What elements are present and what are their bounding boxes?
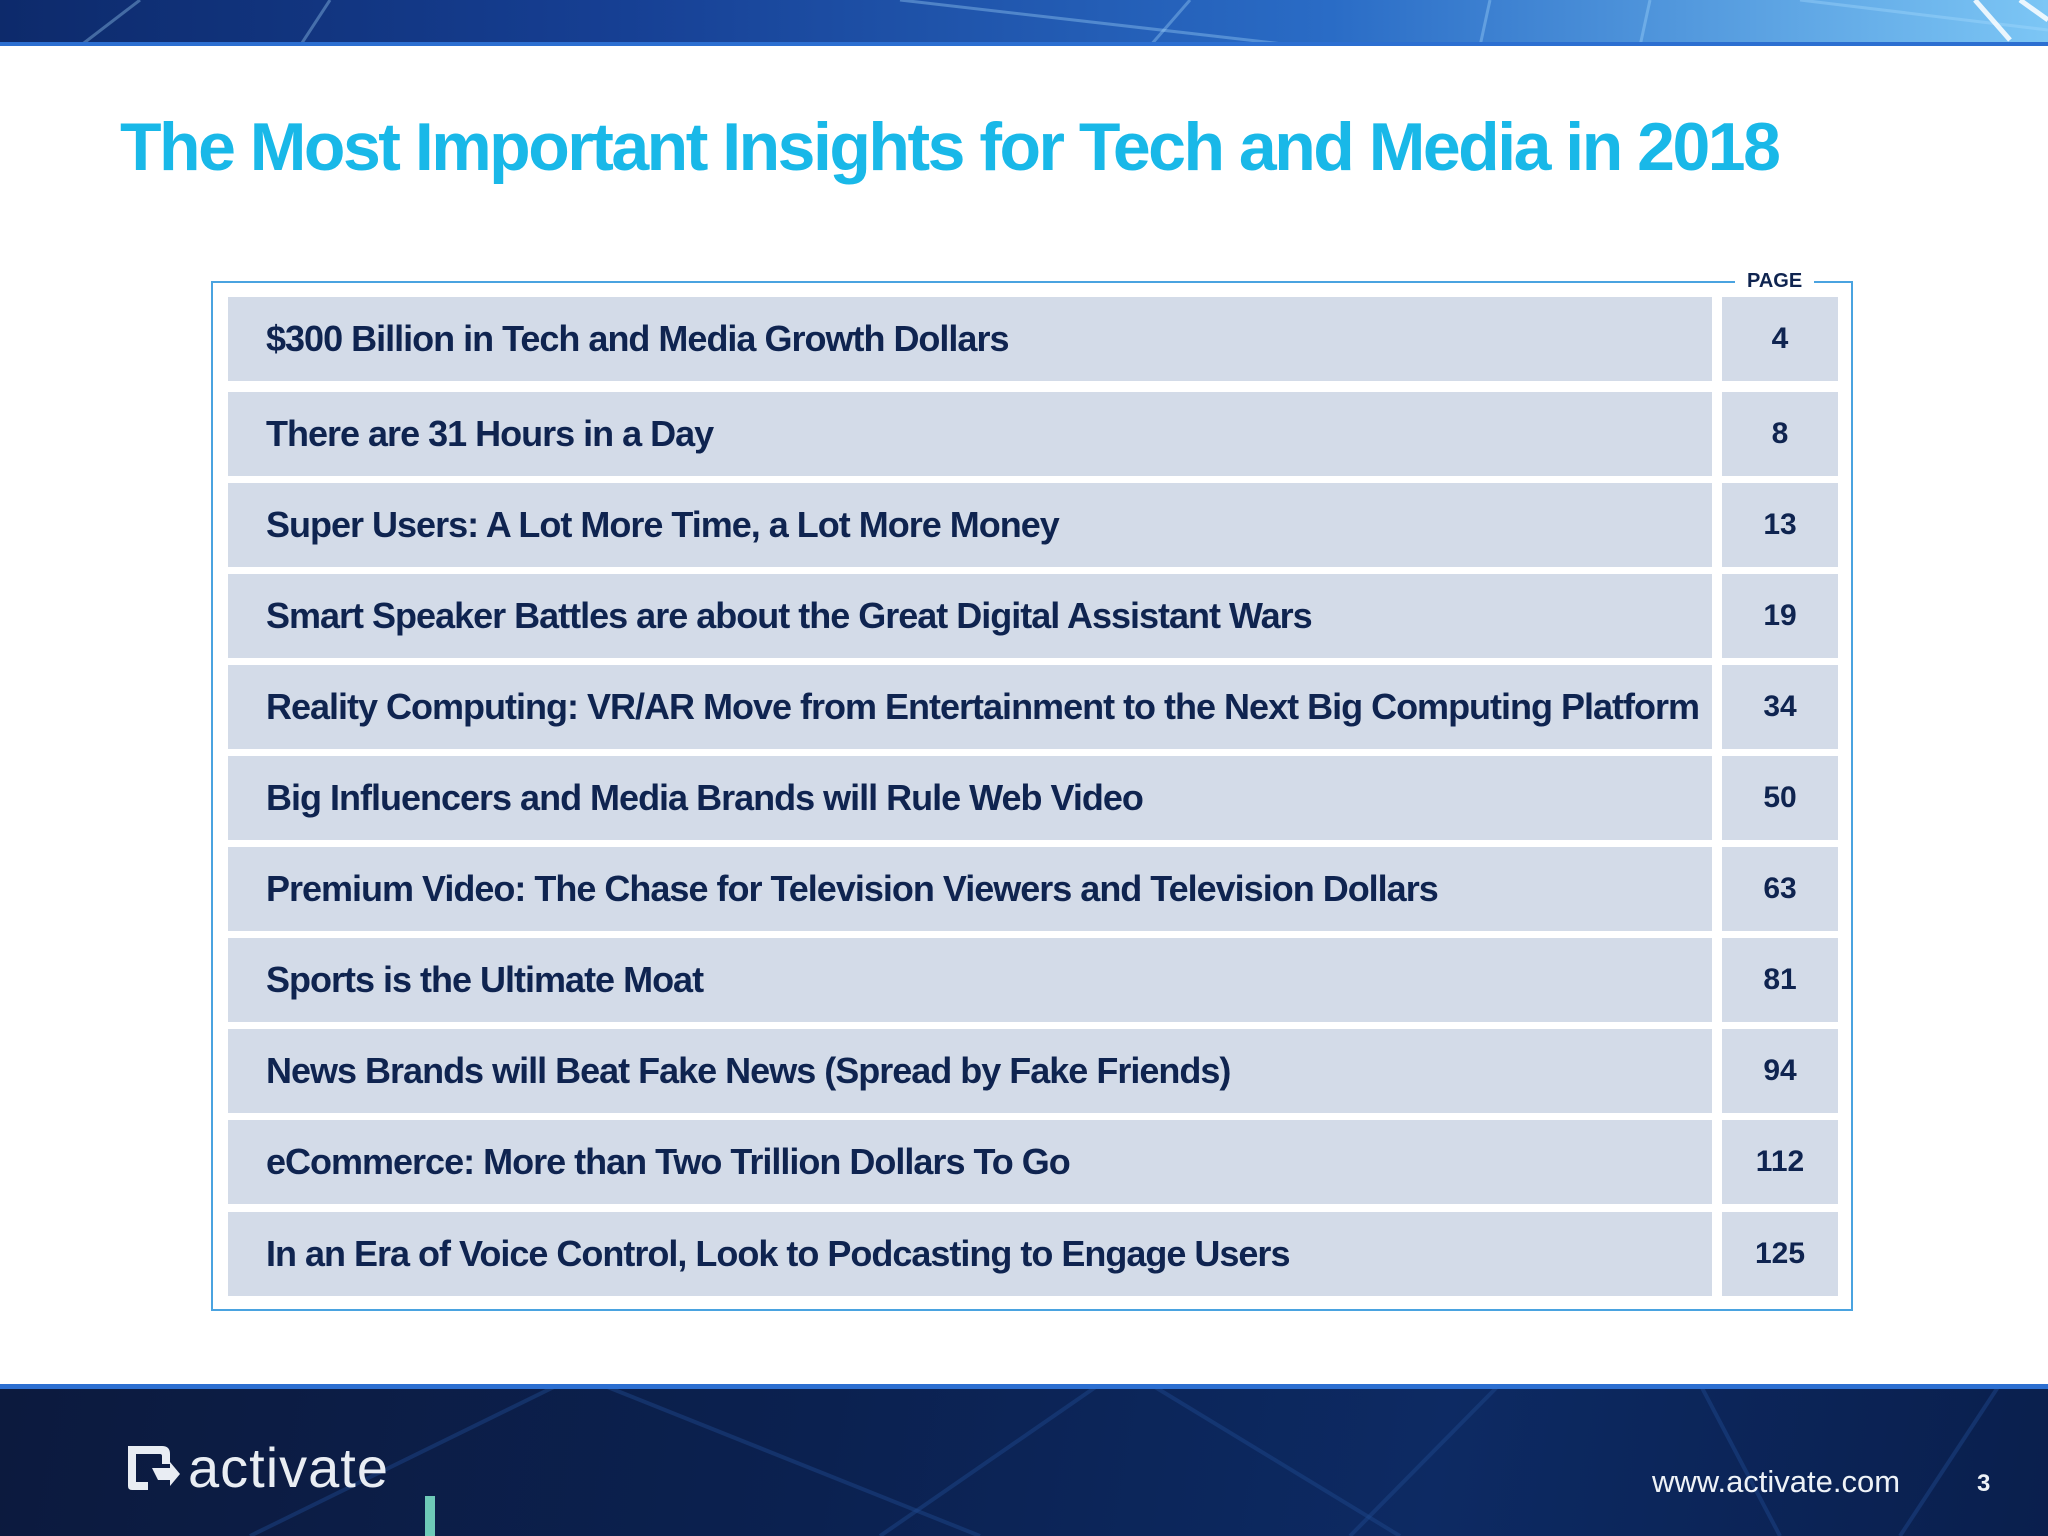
toc-title-cell: Premium Video: The Chase for Television … bbox=[228, 847, 1712, 931]
toc-title-cell: eCommerce: More than Two Trillion Dollar… bbox=[228, 1120, 1712, 1204]
toc-item-title: Reality Computing: VR/AR Move from Enter… bbox=[266, 686, 1700, 727]
toc-item-title: In an Era of Voice Control, Look to Podc… bbox=[266, 1233, 1290, 1274]
toc-page-cell: 13 bbox=[1722, 483, 1838, 567]
toc-row[interactable]: Big Influencers and Media Brands will Ru… bbox=[228, 756, 1838, 840]
toc-row[interactable]: News Brands will Beat Fake News (Spread … bbox=[228, 1029, 1838, 1113]
toc-title-cell: There are 31 Hours in a Day bbox=[228, 392, 1712, 476]
page-column-header: PAGE bbox=[1735, 268, 1815, 294]
toc-item-page: 63 bbox=[1763, 872, 1797, 905]
toc-item-title: eCommerce: More than Two Trillion Dollar… bbox=[266, 1141, 1071, 1182]
slide-number: 3 bbox=[1977, 1470, 1991, 1497]
toc-title-cell: Super Users: A Lot More Time, a Lot More… bbox=[228, 483, 1712, 567]
toc-item-page: 8 bbox=[1771, 417, 1789, 450]
logo-accent-bar bbox=[425, 1496, 435, 1536]
activate-logo-mark-icon bbox=[128, 1446, 180, 1490]
toc-page-cell: 4 bbox=[1722, 297, 1838, 381]
toc-item-title: $300 Billion in Tech and Media Growth Do… bbox=[266, 318, 1009, 359]
toc-item-page: 4 bbox=[1771, 322, 1789, 355]
toc-row[interactable]: Smart Speaker Battles are about the Grea… bbox=[228, 574, 1838, 658]
toc-page-cell: 19 bbox=[1722, 574, 1838, 658]
toc-page-cell: 94 bbox=[1722, 1029, 1838, 1113]
footer-pattern bbox=[249, 1384, 2002, 1536]
toc-item-page: 50 bbox=[1763, 781, 1797, 814]
toc-item-title: There are 31 Hours in a Day bbox=[266, 413, 714, 454]
page-title: The Most Important Insights for Tech and… bbox=[120, 109, 1781, 185]
toc-row[interactable]: eCommerce: More than Two Trillion Dollar… bbox=[228, 1120, 1838, 1204]
toc-row[interactable]: In an Era of Voice Control, Look to Podc… bbox=[228, 1212, 1838, 1296]
toc-title-cell: $300 Billion in Tech and Media Growth Do… bbox=[228, 297, 1712, 381]
toc-title-cell: Smart Speaker Battles are about the Grea… bbox=[228, 574, 1712, 658]
toc-item-title: News Brands will Beat Fake News (Spread … bbox=[266, 1050, 1231, 1091]
toc-page-cell: 63 bbox=[1722, 847, 1838, 931]
toc-item-title: Premium Video: The Chase for Television … bbox=[266, 868, 1439, 909]
toc-title-cell: News Brands will Beat Fake News (Spread … bbox=[228, 1029, 1712, 1113]
toc-row[interactable]: Premium Video: The Chase for Television … bbox=[228, 847, 1838, 931]
toc-title-cell: Big Influencers and Media Brands will Ru… bbox=[228, 756, 1712, 840]
toc-row[interactable]: Reality Computing: VR/AR Move from Enter… bbox=[228, 665, 1838, 749]
toc-frame bbox=[211, 281, 1853, 1311]
toc-item-page: 125 bbox=[1754, 1237, 1806, 1270]
toc-title-cell: Reality Computing: VR/AR Move from Enter… bbox=[228, 665, 1712, 749]
top-banner bbox=[0, 0, 2048, 46]
toc-item-title: Smart Speaker Battles are about the Grea… bbox=[266, 595, 1313, 636]
toc-page-cell: 8 bbox=[1722, 392, 1838, 476]
toc-item-title: Sports is the Ultimate Moat bbox=[266, 959, 704, 1000]
toc-item-page: 81 bbox=[1763, 963, 1797, 996]
toc-page-cell: 34 bbox=[1722, 665, 1838, 749]
footer: activate www.activate.com 3 bbox=[0, 1384, 2048, 1536]
toc-title-cell: Sports is the Ultimate Moat bbox=[228, 938, 1712, 1022]
logo-wordmark: activate bbox=[188, 1436, 389, 1499]
toc-item-page: 34 bbox=[1763, 690, 1797, 723]
toc-page-cell: 50 bbox=[1722, 756, 1838, 840]
banner-pattern bbox=[79, 0, 2048, 46]
toc-item-page: 94 bbox=[1763, 1054, 1797, 1087]
toc-row[interactable]: Super Users: A Lot More Time, a Lot More… bbox=[228, 483, 1838, 567]
toc-page-cell: 81 bbox=[1722, 938, 1838, 1022]
footer-url[interactable]: www.activate.com bbox=[1652, 1464, 1901, 1499]
toc-item-page: 19 bbox=[1763, 599, 1797, 632]
toc-page-cell: 112 bbox=[1722, 1120, 1838, 1204]
activate-logo[interactable]: activate bbox=[122, 1440, 389, 1496]
toc-title-cell: In an Era of Voice Control, Look to Podc… bbox=[228, 1212, 1712, 1296]
toc-row[interactable]: $300 Billion in Tech and Media Growth Do… bbox=[228, 297, 1838, 381]
toc-row[interactable]: There are 31 Hours in a Day 8 bbox=[228, 392, 1838, 476]
toc-item-title: Super Users: A Lot More Time, a Lot More… bbox=[266, 504, 1060, 545]
toc-item-title: Big Influencers and Media Brands will Ru… bbox=[266, 777, 1144, 818]
toc-row[interactable]: Sports is the Ultimate Moat 81 bbox=[228, 938, 1838, 1022]
toc-page-cell: 125 bbox=[1722, 1212, 1838, 1296]
toc-item-page: 13 bbox=[1763, 508, 1797, 541]
toc-item-page: 112 bbox=[1755, 1145, 1805, 1178]
